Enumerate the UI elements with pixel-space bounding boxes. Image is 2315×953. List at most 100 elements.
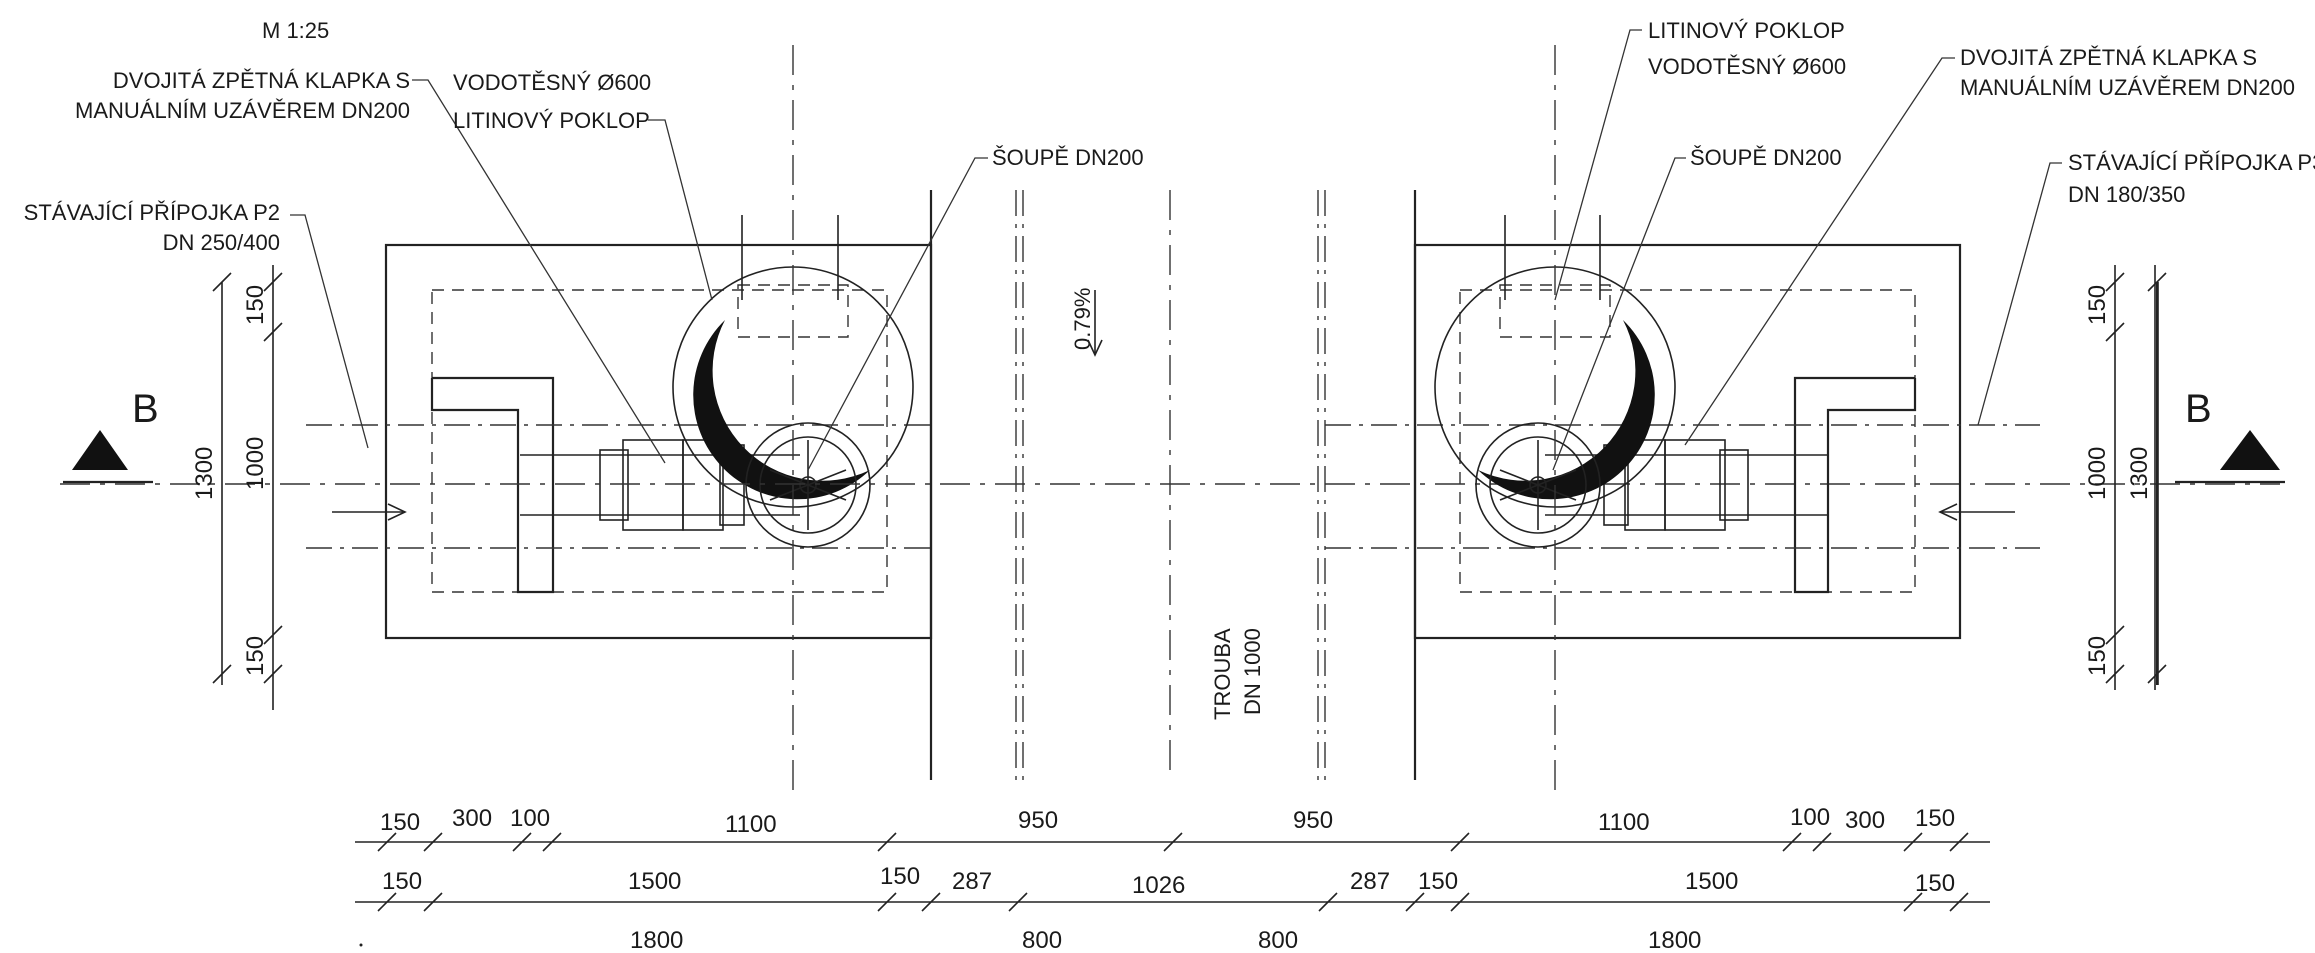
- left-vdim-inner: 1000: [242, 437, 269, 490]
- right-flap-body: [1664, 439, 1726, 531]
- right-manhole-crescent: [1478, 320, 1655, 500]
- section-right-letter: B: [2185, 387, 2212, 431]
- right-vdim-top: 150: [2084, 285, 2111, 325]
- left-vdim-bottom: 150: [242, 636, 269, 676]
- right-vdim-inner: 1000: [2084, 447, 2111, 500]
- r1-tick-7: [1450, 832, 1470, 852]
- right-chamber: [1325, 45, 2040, 800]
- left-manhole-crescent: [693, 320, 870, 500]
- r2-tick-8: [1450, 892, 1470, 912]
- right-flow-arrow-head: [1938, 503, 1958, 521]
- section-marker-right: B: [2175, 387, 2285, 484]
- right-vdim-tick-c: [2105, 625, 2125, 645]
- r1-tick-4: [542, 832, 562, 852]
- r1-tick-2: [423, 832, 443, 852]
- left-cover-label-1: VODOTĚSNÝ Ø600: [453, 70, 651, 95]
- right-chamber-inner-dashed: [1459, 289, 1916, 593]
- r1-tick-3: [512, 832, 532, 852]
- left-vdim-tick-2: [212, 664, 232, 684]
- left-vdim-outer: 1300: [191, 447, 218, 500]
- right-vdim-outer: 1300: [2126, 447, 2153, 500]
- r3-dot: [359, 943, 363, 947]
- left-vdim-tick-4: [263, 322, 283, 342]
- trouba-label-1: TROUBA: [1210, 628, 1235, 720]
- left-pipe-label-1: STÁVAJÍCÍ PŘÍPOJKA P2: [24, 200, 280, 225]
- slope-label: 0.79%: [1070, 288, 1095, 350]
- r1-label-2: 300: [452, 805, 492, 832]
- r2-tick-10: [1949, 892, 1969, 912]
- r3-label-2: 800: [1022, 927, 1062, 953]
- right-annotations: LITINOVÝ POKLOP VODOTĚSNÝ Ø600 ŠOUPĚ DN2…: [1552, 18, 2315, 471]
- left-valve-label: ŠOUPĚ DN200: [992, 145, 1144, 170]
- left-pipe-leader: [290, 214, 369, 449]
- r1-tick-6: [1163, 832, 1183, 852]
- left-cover-leader: [648, 119, 713, 301]
- r2-tick-2: [423, 892, 443, 912]
- r1-tick-8: [1782, 832, 1802, 852]
- dim-row-2-ticks: [377, 892, 1969, 912]
- right-flap-leader: [1684, 57, 1955, 446]
- right-cover-label-1: LITINOVÝ POKLOP: [1648, 18, 1845, 43]
- right-valve-wheel: [1475, 422, 1601, 548]
- r2-label-8: 1500: [1685, 868, 1738, 895]
- section-left-letter: B: [132, 387, 159, 431]
- right-vdim-bottom: 150: [2084, 636, 2111, 676]
- right-flap-flange: [1719, 449, 1749, 521]
- dim-row-1-ticks: [377, 832, 1969, 852]
- section-left-triangle: [72, 430, 128, 470]
- right-vdim-tick-e: [2147, 272, 2167, 292]
- r1-tick-9: [1812, 832, 1832, 852]
- r1-label-4: 1100: [725, 811, 777, 838]
- right-flap-label-2: MANUÁLNÍM UZÁVĚREM DN200: [1960, 75, 2295, 100]
- right-vdim-tick-b: [2105, 322, 2125, 342]
- left-flap-label-1: DVOJITÁ ZPĚTNÁ KLAPKA S: [113, 68, 410, 93]
- left-vdim-top: 150: [242, 285, 269, 325]
- right-pipe-label-1: STÁVAJÍCÍ PŘÍPOJKA P3: [2068, 150, 2315, 175]
- left-valve-wheel-inner: [759, 436, 857, 534]
- right-pipe-label-2: DN 180/350: [2068, 182, 2185, 207]
- left-vdim-tick-5: [263, 625, 283, 645]
- section-right-triangle: [2220, 430, 2280, 470]
- left-flow-arrow-head: [387, 503, 407, 521]
- left-chamber-inner-dashed: [431, 289, 888, 593]
- left-vertical-dimensions: 1300 1000 150 150: [191, 265, 283, 710]
- r1-label-7: 1100: [1598, 809, 1650, 836]
- left-flap-leader: [412, 79, 666, 464]
- left-annotations: DVOJITÁ ZPĚTNÁ KLAPKA S MANUÁLNÍM UZÁVĚR…: [24, 68, 1144, 471]
- left-valve-leader: [807, 157, 988, 471]
- r2-tick-5: [1008, 892, 1028, 912]
- left-valve-wheel: [745, 422, 871, 548]
- r2-tick-3: [877, 892, 897, 912]
- right-cover-label-2: VODOTĚSNÝ Ø600: [1648, 54, 1846, 79]
- r2-label-1: 150: [382, 868, 422, 895]
- r2-tick-7: [1405, 892, 1425, 912]
- r2-label-5: 1026: [1132, 872, 1185, 899]
- left-chamber-outline: [384, 243, 933, 640]
- left-pipe-label-2: DN 250/400: [163, 230, 280, 255]
- left-flap-body: [622, 439, 684, 531]
- r2-label-4: 287: [952, 868, 992, 895]
- r1-label-1: 150: [380, 809, 420, 836]
- right-cover-leader: [1554, 29, 1642, 301]
- r1-label-3: 100: [510, 805, 550, 832]
- right-vertical-dimensions-clean: 150 1000 150 1300: [2084, 265, 2167, 690]
- r1-label-8: 100: [1790, 804, 1830, 831]
- r2-tick-9: [1903, 892, 1923, 912]
- r3-label-4: 1800: [1648, 927, 1701, 953]
- middle-pipe: 0.79% TROUBA DN 1000: [1015, 190, 1326, 780]
- left-vdim-tick-1: [212, 272, 232, 292]
- r3-label-1: 1800: [630, 927, 683, 953]
- left-inlet-box: [430, 376, 555, 594]
- r1-label-5: 950: [1018, 807, 1058, 834]
- right-vdim-tick-d: [2105, 664, 2125, 684]
- left-flap-label-2: MANUÁLNÍM UZÁVĚREM DN200: [75, 98, 410, 123]
- r3-label-3: 800: [1258, 927, 1298, 953]
- r1-label-10: 150: [1915, 805, 1955, 832]
- r2-tick-6: [1318, 892, 1338, 912]
- r2-label-3: 150: [880, 863, 920, 890]
- right-inlet-box: [1793, 376, 1917, 594]
- r1-tick-10: [1903, 832, 1923, 852]
- left-chamber: [306, 45, 933, 800]
- right-valve-wheel-inner: [1489, 436, 1587, 534]
